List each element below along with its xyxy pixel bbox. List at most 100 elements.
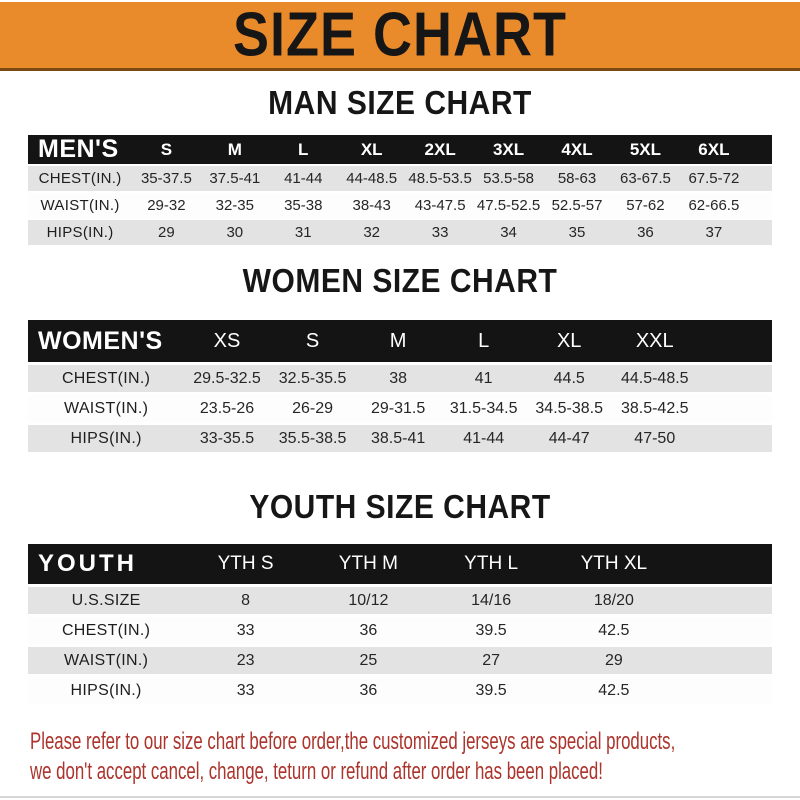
cell-filler: [748, 220, 772, 245]
size-cell: 38: [355, 365, 441, 392]
size-cell: 18/20: [552, 587, 676, 614]
column-header: XL: [337, 135, 406, 164]
size-cell: 34.5-38.5: [526, 395, 612, 422]
size-cell: 57-62: [611, 193, 680, 218]
size-cell: 33: [184, 617, 307, 644]
disclaimer-line-2: we don't accept cancel, change, teturn o…: [30, 758, 603, 785]
youth-section-title: YOUTH SIZE CHART: [249, 489, 551, 526]
womens-header-row: WOMEN'S XS S M L XL XXL: [28, 320, 772, 362]
table-row: WAIST(IN.) 23 25 27 29: [28, 647, 772, 674]
mens-header-row: MEN'S S M L XL 2XL 3XL 4XL 5XL 6XL: [28, 135, 772, 164]
disclaimer-line-1: Please refer to our size chart before or…: [30, 728, 676, 755]
column-header: XXL: [611, 320, 698, 362]
row-label: WAIST(IN.): [28, 647, 185, 674]
size-cell: 39.5: [429, 677, 553, 704]
column-header: S: [132, 135, 201, 164]
size-cell: 35.5-38.5: [269, 425, 356, 452]
page-title: SIZE CHART: [233, 0, 567, 70]
size-cell: 34: [474, 220, 543, 245]
cell-filler: [675, 587, 772, 614]
row-label: HIPS(IN.): [28, 425, 185, 452]
column-header: 3XL: [474, 135, 543, 164]
size-cell: 36: [611, 220, 680, 245]
column-header: XL: [526, 320, 612, 362]
size-cell: 27: [429, 647, 553, 674]
header-filler: [675, 544, 772, 584]
size-cell: 52.5-57: [542, 193, 612, 218]
column-header: 4XL: [542, 135, 612, 164]
size-cell: 8: [184, 587, 307, 614]
size-cell: 38.5-41: [355, 425, 441, 452]
table-row: HIPS(IN.) 29 30 31 32 33 34 35 36 37: [28, 220, 772, 245]
size-cell: 29: [552, 647, 676, 674]
size-cell: 32.5-35.5: [269, 365, 356, 392]
youth-size-table: YOUTH YTH S YTH M YTH L YTH XL U.S.SIZE …: [28, 541, 772, 707]
womens-table-label: WOMEN'S: [28, 320, 185, 362]
table-row: CHEST(IN.) 33 36 39.5 42.5: [28, 617, 772, 644]
size-cell: 38.5-42.5: [611, 395, 698, 422]
row-label: CHEST(IN.): [28, 617, 185, 644]
row-label: HIPS(IN.): [28, 677, 185, 704]
size-cell: 47.5-52.5: [474, 193, 543, 218]
size-cell: 29-31.5: [355, 395, 441, 422]
cell-filler: [675, 617, 772, 644]
size-cell: 37.5-41: [200, 166, 270, 191]
table-row: CHEST(IN.) 35-37.5 37.5-41 41-44 44-48.5…: [28, 166, 772, 191]
size-cell: 26-29: [269, 395, 356, 422]
cell-filler: [675, 677, 772, 704]
row-label: CHEST(IN.): [28, 166, 133, 191]
column-header: M: [355, 320, 441, 362]
cell-filler: [697, 425, 772, 452]
bottom-divider: [0, 796, 800, 798]
size-cell: 42.5: [552, 617, 676, 644]
size-cell: 35: [542, 220, 612, 245]
row-label: U.S.SIZE: [28, 587, 185, 614]
row-label: WAIST(IN.): [28, 395, 185, 422]
column-header: YTH M: [306, 544, 430, 584]
mens-size-table: MEN'S S M L XL 2XL 3XL 4XL 5XL 6XL CHEST…: [28, 133, 772, 247]
column-header: L: [269, 135, 338, 164]
size-cell: 37: [679, 220, 749, 245]
table-row: WAIST(IN.) 23.5-26 26-29 29-31.5 31.5-34…: [28, 395, 772, 422]
size-cell: 32: [337, 220, 406, 245]
size-cell: 38-43: [337, 193, 406, 218]
size-cell: 39.5: [429, 617, 553, 644]
disclaimer-text: Please refer to our size chart before or…: [30, 727, 800, 787]
column-header: YTH L: [429, 544, 553, 584]
man-section-title: MAN SIZE CHART: [268, 85, 532, 122]
size-cell: 33: [405, 220, 475, 245]
column-header: 5XL: [611, 135, 680, 164]
cell-filler: [697, 395, 772, 422]
column-header: M: [200, 135, 270, 164]
youth-table-label: YOUTH: [28, 544, 185, 584]
size-cell: 33: [184, 677, 307, 704]
size-cell: 25: [306, 647, 430, 674]
size-cell: 44-47: [526, 425, 612, 452]
youth-header-row: YOUTH YTH S YTH M YTH L YTH XL: [28, 544, 772, 584]
size-cell: 29-32: [132, 193, 201, 218]
women-section-title: WOMEN SIZE CHART: [242, 263, 558, 300]
size-cell: 32-35: [200, 193, 270, 218]
size-cell: 42.5: [552, 677, 676, 704]
size-cell: 41: [440, 365, 527, 392]
cell-filler: [748, 193, 772, 218]
column-header: S: [269, 320, 356, 362]
size-chart-banner: SIZE CHART: [0, 2, 800, 71]
header-filler: [697, 320, 772, 362]
size-cell: 23.5-26: [184, 395, 270, 422]
table-row: CHEST(IN.) 29.5-32.5 32.5-35.5 38 41 44.…: [28, 365, 772, 392]
size-cell: 63-67.5: [611, 166, 680, 191]
size-cell: 48.5-53.5: [405, 166, 475, 191]
header-filler: [748, 135, 772, 164]
row-label: WAIST(IN.): [28, 193, 133, 218]
size-cell: 30: [200, 220, 270, 245]
table-row: U.S.SIZE 8 10/12 14/16 18/20: [28, 587, 772, 614]
table-row: WAIST(IN.) 29-32 32-35 35-38 38-43 43-47…: [28, 193, 772, 218]
column-header: YTH S: [184, 544, 307, 584]
size-cell: 14/16: [429, 587, 553, 614]
size-cell: 29.5-32.5: [184, 365, 270, 392]
size-cell: 36: [306, 677, 430, 704]
column-header: 6XL: [679, 135, 749, 164]
size-cell: 23: [184, 647, 307, 674]
table-row: HIPS(IN.) 33 36 39.5 42.5: [28, 677, 772, 704]
